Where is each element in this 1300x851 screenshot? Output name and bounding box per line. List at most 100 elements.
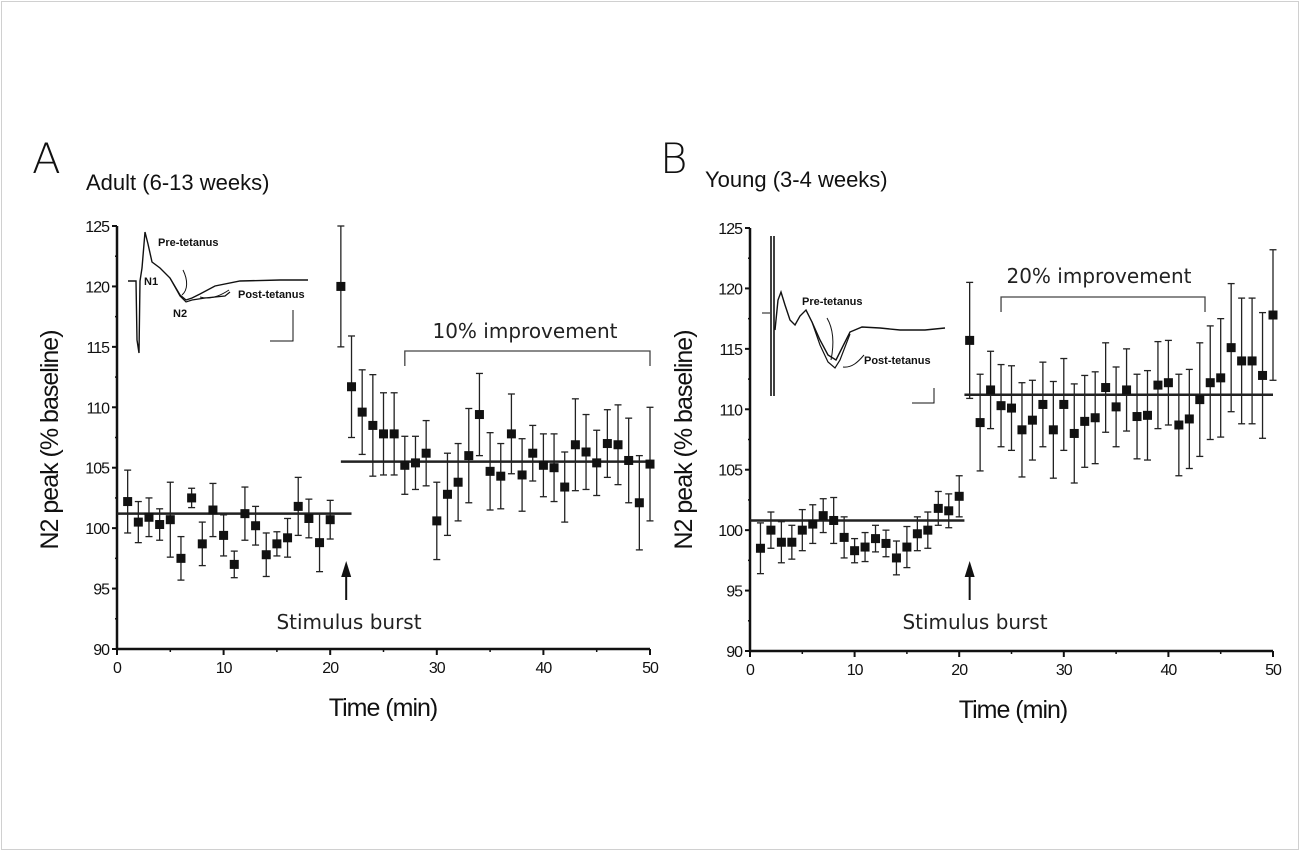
data-point [1205, 378, 1215, 388]
data-point [453, 477, 463, 487]
y-tick-label: 120 [718, 281, 743, 298]
x-tick-label: 50 [642, 660, 659, 677]
data-point [357, 407, 367, 417]
data-point [829, 515, 839, 525]
axes: 90 95 100 105 110 115 120 125 0 10 20 30 40 50 [85, 219, 660, 677]
panel-letter: A [32, 134, 61, 183]
data-point [517, 470, 527, 480]
y-tick-label: 90 [726, 644, 743, 661]
data-point [787, 537, 797, 547]
data-point [902, 542, 912, 552]
data-point [797, 525, 807, 535]
panel-a: A Adult (6-13 weeks) N2 peak (% baseline… [32, 134, 660, 722]
x-tick-label: 20 [951, 662, 968, 679]
data-point [325, 515, 335, 525]
data-point [850, 546, 860, 556]
y-tick-label: 115 [719, 342, 743, 359]
data-point [400, 460, 410, 470]
y-axis-label: N2 peak (% baseline) [36, 330, 64, 549]
data-point [155, 520, 165, 530]
data-point [766, 525, 776, 535]
data-point [464, 451, 474, 461]
x-tick-label: 20 [322, 660, 339, 677]
y-tick-label: 120 [85, 279, 110, 296]
data-point [975, 418, 985, 428]
data-point [410, 458, 420, 468]
panel-b: B Young (3-4 weeks) N2 peak (% baseline)… [660, 134, 1283, 724]
data-point [432, 516, 442, 526]
data-point [1153, 380, 1163, 390]
data-point [839, 532, 849, 542]
data-point [1163, 378, 1173, 388]
data-point [123, 497, 133, 507]
data-point [133, 517, 143, 527]
inset-label-pre: Pre-tetanus [802, 296, 863, 308]
data-point [176, 553, 186, 563]
data-point [570, 440, 580, 450]
data-point [891, 553, 901, 563]
data-point [1059, 399, 1069, 409]
data-point [1101, 383, 1111, 393]
stimulus-label: Stimulus burst [902, 610, 1047, 634]
data-point [240, 509, 250, 519]
data-point [496, 471, 506, 481]
data-point [1027, 415, 1037, 425]
post-tetanus-pointer [199, 289, 230, 299]
data-point [755, 543, 765, 553]
y-tick-label: 100 [85, 521, 110, 538]
data-point [645, 459, 655, 469]
data-point [474, 410, 484, 420]
data-point [986, 385, 996, 395]
y-tick-label: 125 [85, 219, 110, 236]
data-point [818, 511, 828, 521]
data-point [272, 539, 282, 549]
pre-tetanus-trace [774, 289, 946, 362]
data-point [1247, 356, 1257, 366]
post-tetanus-trace [169, 277, 231, 303]
y-tick-label: 90 [93, 642, 110, 659]
data-point [1069, 428, 1079, 438]
data-point [933, 503, 943, 513]
x-tick-label: 50 [1265, 662, 1282, 679]
data-point [954, 491, 964, 501]
data-point [944, 506, 954, 516]
improvement-bracket [1000, 296, 1206, 312]
data-point [881, 538, 891, 548]
y-tick-label: 125 [718, 221, 743, 238]
data-point [1017, 425, 1027, 435]
x-tick-label: 0 [113, 660, 122, 677]
data-point [528, 448, 538, 458]
data-point [197, 539, 207, 549]
data-point [1038, 399, 1048, 409]
y-tick-label: 95 [726, 584, 743, 601]
data-point [808, 519, 818, 529]
data-point [1184, 414, 1194, 424]
data-point [187, 493, 197, 503]
data-point [251, 521, 261, 531]
pre-tetanus-pointer [826, 317, 834, 361]
data-point [506, 429, 516, 439]
y-tick-label: 105 [85, 461, 110, 478]
data-point [634, 498, 644, 508]
data-point [1048, 425, 1058, 435]
y-tick-label: 115 [86, 340, 110, 357]
data-point [1174, 420, 1184, 430]
data-point [261, 550, 271, 560]
x-tick-label: 10 [847, 662, 864, 679]
data-point [208, 505, 218, 515]
data-point [549, 463, 559, 473]
inset-label-post: Post-tetanus [238, 289, 305, 301]
data-point [923, 525, 933, 535]
data-point [1216, 373, 1226, 383]
data-point [965, 335, 975, 345]
data-marks [117, 225, 655, 600]
data-point [871, 534, 881, 544]
pre-tetanus-trace [128, 231, 308, 354]
data-point [1122, 385, 1132, 395]
y-tick-label: 110 [86, 400, 110, 417]
x-tick-label: 30 [429, 660, 446, 677]
post-tetanus-trace [811, 321, 851, 369]
data-point [315, 538, 325, 548]
